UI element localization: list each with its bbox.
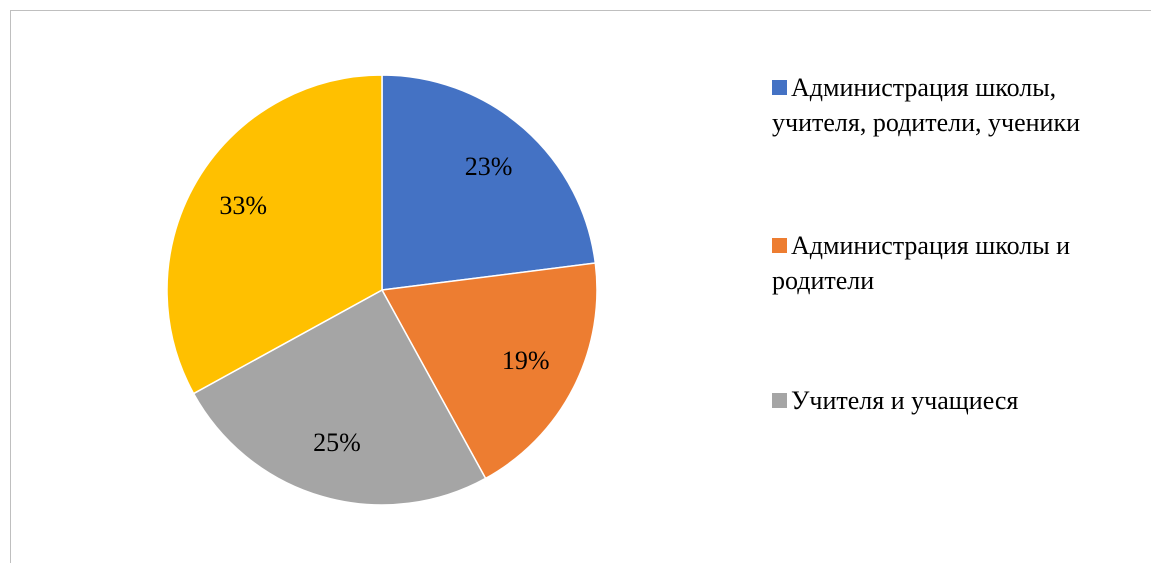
legend-swatch	[772, 393, 787, 408]
legend-label: Учителя и учащиеся	[791, 386, 1019, 415]
pie-slice	[381, 74, 597, 291]
data-label: 25%	[313, 428, 361, 457]
data-label: 23%	[465, 152, 513, 181]
legend-label: Администрация школы, учителя, родители, …	[772, 73, 1081, 137]
legend-entry: Администрация школы и родители	[772, 228, 1132, 298]
data-label: 33%	[219, 191, 267, 220]
pie-slice	[192, 288, 487, 506]
legend-label: Администрация школы и родители	[772, 231, 1071, 295]
legend-entry: Администрация школы, учителя, родители, …	[772, 70, 1132, 140]
legend-swatch	[772, 238, 787, 253]
legend-entry: Учителя и учащиеся	[772, 383, 1132, 418]
pie-slice	[166, 74, 383, 395]
data-label: 19%	[502, 346, 550, 375]
pie-slice	[380, 262, 598, 480]
legend-swatch	[772, 80, 787, 95]
